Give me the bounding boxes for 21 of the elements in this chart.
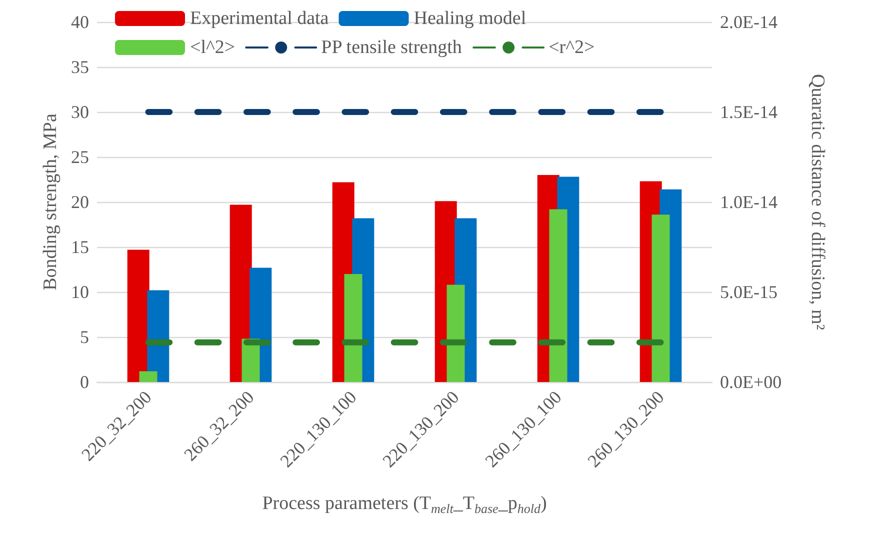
y-tick-label: 5	[80, 327, 89, 347]
y-tick-label: 15	[71, 237, 89, 257]
y2-tick-label: 0.0E+00	[720, 372, 782, 392]
y-tick-label: 30	[71, 102, 89, 122]
y-tick-label: 20	[71, 192, 89, 212]
y2-tick-label: 2.0E-14	[720, 12, 778, 32]
legend-label: Healing model	[414, 8, 526, 29]
legend-label: <l^2>	[190, 37, 236, 58]
y2-axis-title: Quaratic distance of diffusion, m²	[807, 74, 828, 330]
y-tick-label: 40	[71, 12, 89, 32]
y-tick-label: 0	[80, 372, 89, 392]
y2-tick-label: 5.0E-15	[720, 282, 778, 302]
y-tick-label: 10	[71, 282, 89, 302]
y-tick-label: 25	[71, 147, 89, 167]
legend-label: Experimental data	[190, 8, 330, 29]
legend-label: <r^2>	[548, 37, 595, 58]
legend-label: PP tensile strength	[321, 37, 462, 58]
y2-tick-label: 1.5E-14	[720, 102, 778, 122]
y-axis-title: Bonding strength, MPa	[40, 113, 62, 290]
y-tick-label: 35	[71, 57, 89, 77]
y2-tick-label: 1.0E-14	[720, 192, 778, 212]
